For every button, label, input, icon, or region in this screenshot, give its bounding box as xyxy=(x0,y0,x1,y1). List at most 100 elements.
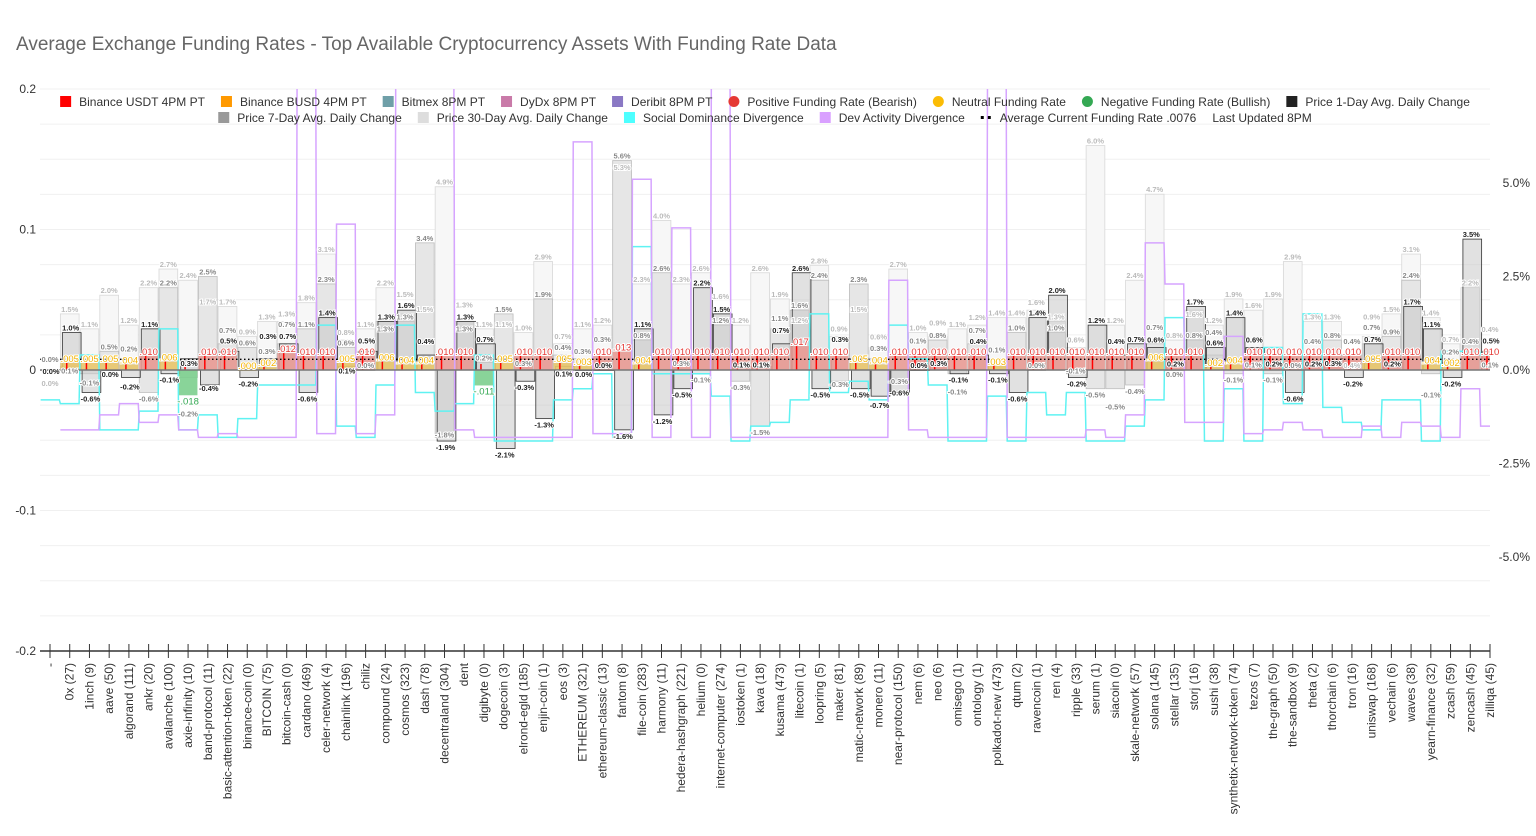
legend-item-13[interactable]: Average Current Funding Rate .0076 xyxy=(980,111,1197,125)
price-1d-label: 0.1% xyxy=(733,360,750,369)
x-tick-label: tezos (7) xyxy=(1246,663,1260,710)
x-tick-label: synthetix-network-token (74) xyxy=(1227,663,1241,814)
price-1d-label: -0.5% xyxy=(850,391,870,400)
price-7d-label: 1.3% xyxy=(456,324,473,333)
price-30d-label: 1.4% xyxy=(988,309,1005,318)
y-tick-left: -0.2 xyxy=(15,644,36,658)
funding-label: .004 xyxy=(1224,355,1243,366)
legend-item-12[interactable]: Dev Activity Divergence xyxy=(819,111,965,125)
funding-bar xyxy=(533,355,553,370)
funding-label: .010 xyxy=(1106,347,1125,358)
funding-bar xyxy=(987,365,1007,370)
price-7d-label: 2.3% xyxy=(850,275,867,284)
price-1d-label: 3.5% xyxy=(1463,230,1480,239)
plot-area xyxy=(40,89,1490,449)
funding-label: .010 xyxy=(1244,347,1263,358)
price-1d-bar xyxy=(1008,369,1029,393)
price-30d-label: 2.2% xyxy=(377,279,394,288)
legend-item-5[interactable]: Positive Funding Rate (Bearish) xyxy=(728,95,917,109)
legend-row: Price 7-Day Avg. Daily Change Price 30-Da… xyxy=(218,111,1312,125)
funding-bar xyxy=(869,364,888,370)
funding-bar xyxy=(198,355,218,370)
legend-item-9[interactable]: Price 7-Day Avg. Daily Change xyxy=(218,111,402,125)
x-tick-label: polkadot-new (473) xyxy=(990,663,1004,766)
x-tick-label: nem (6) xyxy=(911,663,925,704)
price-30d-label: 1.2% xyxy=(969,313,986,322)
legend-label: Negative Funding Rate (Bullish) xyxy=(1101,95,1270,109)
funding-bar xyxy=(297,355,316,370)
x-tick-label: waves (38) xyxy=(1404,663,1418,723)
price-7d-label: 0.1% xyxy=(909,336,926,345)
x-tick-label: ethereum-classic (13) xyxy=(595,663,609,778)
x-tick-label: cardano (469) xyxy=(299,663,313,738)
legend-item-6[interactable]: Neutral Funding Rate xyxy=(932,95,1066,109)
legend-item-11[interactable]: Social Dominance Divergence xyxy=(623,111,804,125)
x-tick-label: kava (18) xyxy=(753,663,767,713)
legend-item-3[interactable]: DyDx 8PM PT xyxy=(501,95,597,109)
price-7d-label: 3.4% xyxy=(416,234,433,243)
price-1d-label: 0.0% xyxy=(575,370,592,379)
funding-bar xyxy=(80,362,99,370)
price-7d-label: 0.2% xyxy=(120,345,137,354)
legend-swatch xyxy=(417,112,429,123)
funding-label: .010 xyxy=(711,347,730,358)
price-30d-label: 1.7% xyxy=(199,297,216,306)
price-1d-label: 0.0% xyxy=(102,370,119,379)
price-30d-label: 3.1% xyxy=(318,245,335,254)
x-tick-label: elrond-egld (185) xyxy=(516,663,530,754)
funding-label: .004 xyxy=(416,355,435,366)
legend-item-8[interactable]: Price 1-Day Avg. Daily Change xyxy=(1286,95,1470,109)
price-7d-label: -0.1% xyxy=(1224,376,1244,385)
x-tick-label: the-graph (50) xyxy=(1266,663,1280,739)
x-tick-label: helium (0) xyxy=(694,663,708,716)
funding-label: .010 xyxy=(1343,347,1362,358)
price-1d-label: 0.4% xyxy=(970,337,987,346)
price-7d-label: 0.4% xyxy=(1343,337,1360,346)
legend-swatch xyxy=(819,112,831,123)
price-30d-label: 1.7% xyxy=(219,297,236,306)
legend-label: Last Updated 8PM xyxy=(1212,111,1311,125)
legend-item-4[interactable]: Deribit 8PM PT xyxy=(612,95,713,109)
price-7d-label: 2.4% xyxy=(1403,271,1420,280)
x-tick-label: band-protocol (11) xyxy=(201,663,215,760)
price-7d-label: 0.4% xyxy=(1304,337,1321,346)
funding-label: -.018 xyxy=(177,396,199,407)
x-tick-label: serum (1) xyxy=(1088,663,1102,714)
x-tick-label: thorchain (6) xyxy=(1325,663,1339,730)
price-7d-bar xyxy=(612,160,632,371)
funding-label: .003 xyxy=(988,357,1007,368)
price-30d-label: 1.6% xyxy=(1186,310,1203,319)
legend-item-14[interactable]: Last Updated 8PM xyxy=(1212,111,1311,125)
price-1d-label: 0.1% xyxy=(338,366,355,375)
price-7d-label: 0.0% xyxy=(41,355,58,364)
funding-bar xyxy=(316,355,336,370)
y-tick-left: 0.2 xyxy=(19,82,36,96)
funding-bar xyxy=(1007,355,1026,370)
legend-item-7[interactable]: Negative Funding Rate (Bullish) xyxy=(1081,95,1270,109)
price-1d-label: 0.5% xyxy=(1482,336,1499,345)
price-7d-label: -0.6% xyxy=(139,394,159,403)
price-30d-label: 2.4% xyxy=(1126,271,1143,280)
funding-label: .010 xyxy=(1126,347,1145,358)
funding-bar xyxy=(178,370,198,396)
legend-item-2[interactable]: Bitmex 8PM PT xyxy=(382,95,486,109)
funding-label: .010 xyxy=(455,347,474,358)
funding-bar xyxy=(1480,355,1490,370)
x-tick-label: avalanche (100) xyxy=(161,663,175,749)
price-1d-bar xyxy=(811,369,832,390)
funding-label: .010 xyxy=(948,347,967,358)
legend-item-10[interactable]: Price 30-Day Avg. Daily Change xyxy=(417,111,609,125)
price-1d-label: -0.2% xyxy=(120,382,140,391)
price-1d-bar xyxy=(851,369,871,390)
price-30d-label: 1.4% xyxy=(1422,309,1439,318)
price-30d-label: 0.8% xyxy=(337,328,354,337)
social-dominance-line xyxy=(40,245,1490,442)
funding-label: .010 xyxy=(1283,347,1302,358)
x-tick-label: solana (145) xyxy=(1148,663,1162,730)
legend-item-1[interactable]: Binance BUSD 4PM PT xyxy=(220,95,367,109)
price-1d-label: 1.7% xyxy=(1404,297,1421,306)
funding-label: .010 xyxy=(1067,347,1086,358)
legend-item-0[interactable]: Binance USDT 4PM PT xyxy=(60,95,206,109)
funding-label: -.011 xyxy=(473,386,494,397)
